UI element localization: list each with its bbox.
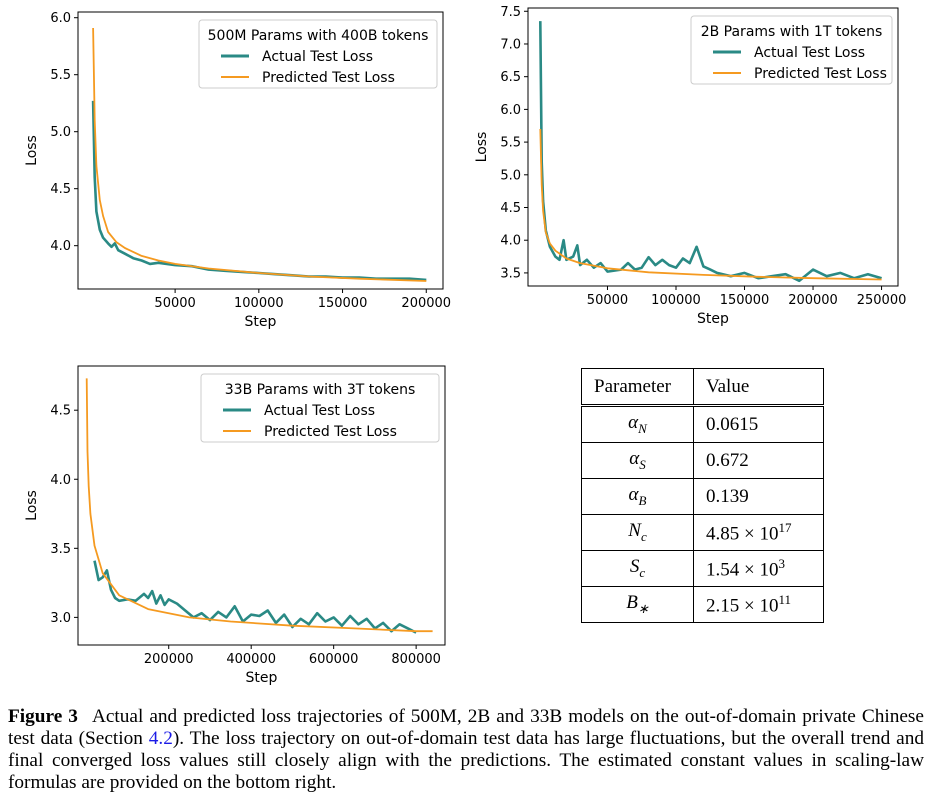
x-tick-label: 150000: [318, 296, 368, 311]
plot-frame: [527, 7, 899, 287]
chart-3: 200000 400000 600000 800000 3.0 3.5 4.0 4.5 Step…: [24, 365, 446, 686]
y-tick-label: 4.0: [500, 234, 521, 249]
legend: 33B Params with 3T tokens Actual Test Los…: [200, 373, 440, 443]
legend-label: Actual Test Loss: [754, 45, 865, 61]
y-tick-label: 6.5: [500, 70, 521, 85]
x-tick-label: 600000: [309, 652, 359, 667]
x-tick-label: 100000: [234, 296, 284, 311]
legend-label: Predicted Test Loss: [264, 424, 397, 440]
y-tick-label: 7.0: [500, 37, 521, 52]
x-tick-label: 200000: [788, 293, 838, 308]
x-axis-label: Step: [246, 670, 278, 686]
x-tick-label: 250000: [857, 293, 907, 308]
y-tick-label: 6.0: [50, 11, 71, 26]
y-tick-label: 4.5: [500, 201, 521, 216]
figure-caption: Figure 3 Actual and predicted loss trajec…: [8, 706, 924, 794]
figure-label: Figure 3: [8, 706, 78, 727]
header-value: Value: [693, 368, 824, 407]
legend: 500M Params with 400B tokens Actual Test …: [198, 19, 438, 89]
param-symbol: Nc: [581, 514, 694, 551]
param-value: 2.15 × 1011: [693, 586, 824, 623]
x-tick-label: 200000: [144, 652, 194, 667]
series-line: [539, 21, 882, 283]
x-tick-label: 50000: [587, 293, 628, 308]
y-axis-label: Loss: [474, 132, 490, 163]
x-tick-label: 400000: [226, 652, 276, 667]
legend-label: Predicted Test Loss: [262, 70, 395, 86]
y-tick-label: 6.0: [500, 103, 521, 118]
x-tick-label: 50000: [154, 296, 195, 311]
y-tick-label: 3.5: [50, 542, 71, 557]
param-value: 1.54 × 103: [693, 550, 824, 587]
legend-title: 500M Params with 400B tokens: [208, 28, 429, 44]
legend-title: 33B Params with 3T tokens: [225, 382, 415, 398]
table-row: Nc 4.85 × 1017: [581, 514, 824, 551]
y-tick-label: 5.0: [500, 168, 521, 183]
x-tick-label: 200000: [401, 296, 451, 311]
x-tick-label: 100000: [651, 293, 701, 308]
caption-text-part1: Actual and predicted loss trajectories o…: [8, 706, 924, 749]
series-line: [92, 27, 427, 282]
table-header-row: Parameter Value: [581, 368, 824, 407]
x-tick-label: 150000: [720, 293, 770, 308]
table-row: αN 0.0615: [581, 405, 824, 443]
y-axis-label: Loss: [24, 490, 40, 521]
y-tick-label: 3.5: [500, 266, 521, 281]
y-tick-label: 5.5: [500, 136, 521, 151]
y-tick-label: 4.5: [50, 404, 71, 419]
y-tick-label: 3.0: [50, 611, 71, 626]
legend-label: Actual Test Loss: [262, 49, 373, 65]
header-parameter: Parameter: [581, 368, 694, 407]
param-symbol: αS: [581, 442, 694, 479]
x-axis-label: Step: [697, 311, 729, 327]
series-line: [93, 560, 417, 634]
y-tick-label: 5.0: [50, 125, 71, 140]
param-symbol: αN: [581, 405, 694, 443]
legend-box: [690, 15, 893, 85]
table-row: Sc 1.54 × 103: [581, 550, 824, 587]
series-line: [539, 128, 882, 281]
series-line: [85, 378, 433, 633]
y-tick-label: 4.0: [50, 473, 71, 488]
x-tick-label: 800000: [391, 652, 441, 667]
table-row: αB 0.139: [581, 478, 824, 515]
table-row: αS 0.672: [581, 442, 824, 479]
chart-2: 50000 100000 150000 200000 250000 3.5 4.0 4.5 5.…: [474, 5, 906, 327]
y-tick-label: 4.0: [50, 239, 71, 254]
series-line: [91, 100, 427, 282]
param-value: 0.0615: [693, 405, 824, 443]
legend-box: [198, 19, 438, 89]
table-row: B∗ 2.15 × 1011: [581, 586, 824, 623]
param-value: 0.139: [693, 478, 824, 515]
y-tick-label: 4.5: [50, 182, 71, 197]
legend-label: Predicted Test Loss: [754, 66, 887, 82]
caption-text-part2: ). The loss trajectory on out-of-domain …: [8, 728, 924, 793]
plot-frame: [77, 11, 444, 290]
legend: 2B Params with 1T tokens Actual Test Loss…: [690, 15, 893, 85]
y-tick-label: 5.5: [50, 68, 71, 83]
legend-label: Actual Test Loss: [264, 403, 375, 419]
y-axis-label: Loss: [24, 135, 40, 166]
legend-box: [200, 373, 440, 443]
param-value: 4.85 × 1017: [693, 514, 824, 551]
param-value: 0.672: [693, 442, 824, 479]
y-tick-label: 7.5: [500, 5, 521, 20]
chart-1: 50000 100000 150000 200000 4.0 4.5 5.0 5.5 6.0 St…: [24, 11, 451, 330]
param-symbol: B∗: [581, 586, 694, 623]
param-symbol: αB: [581, 478, 694, 515]
charts-canvas: 50000 100000 150000 200000 4.0 4.5 5.0 5.5 6.0 St…: [24, 5, 906, 686]
plot-frame: [77, 365, 446, 646]
section-link[interactable]: 4.2: [148, 728, 173, 749]
legend-title: 2B Params with 1T tokens: [701, 24, 883, 40]
x-axis-label: Step: [245, 314, 277, 330]
param-symbol: Sc: [581, 550, 694, 587]
parameter-table: Parameter Value αN 0.0615 αS 0.672 αB 0.139 Nc…: [581, 368, 824, 623]
